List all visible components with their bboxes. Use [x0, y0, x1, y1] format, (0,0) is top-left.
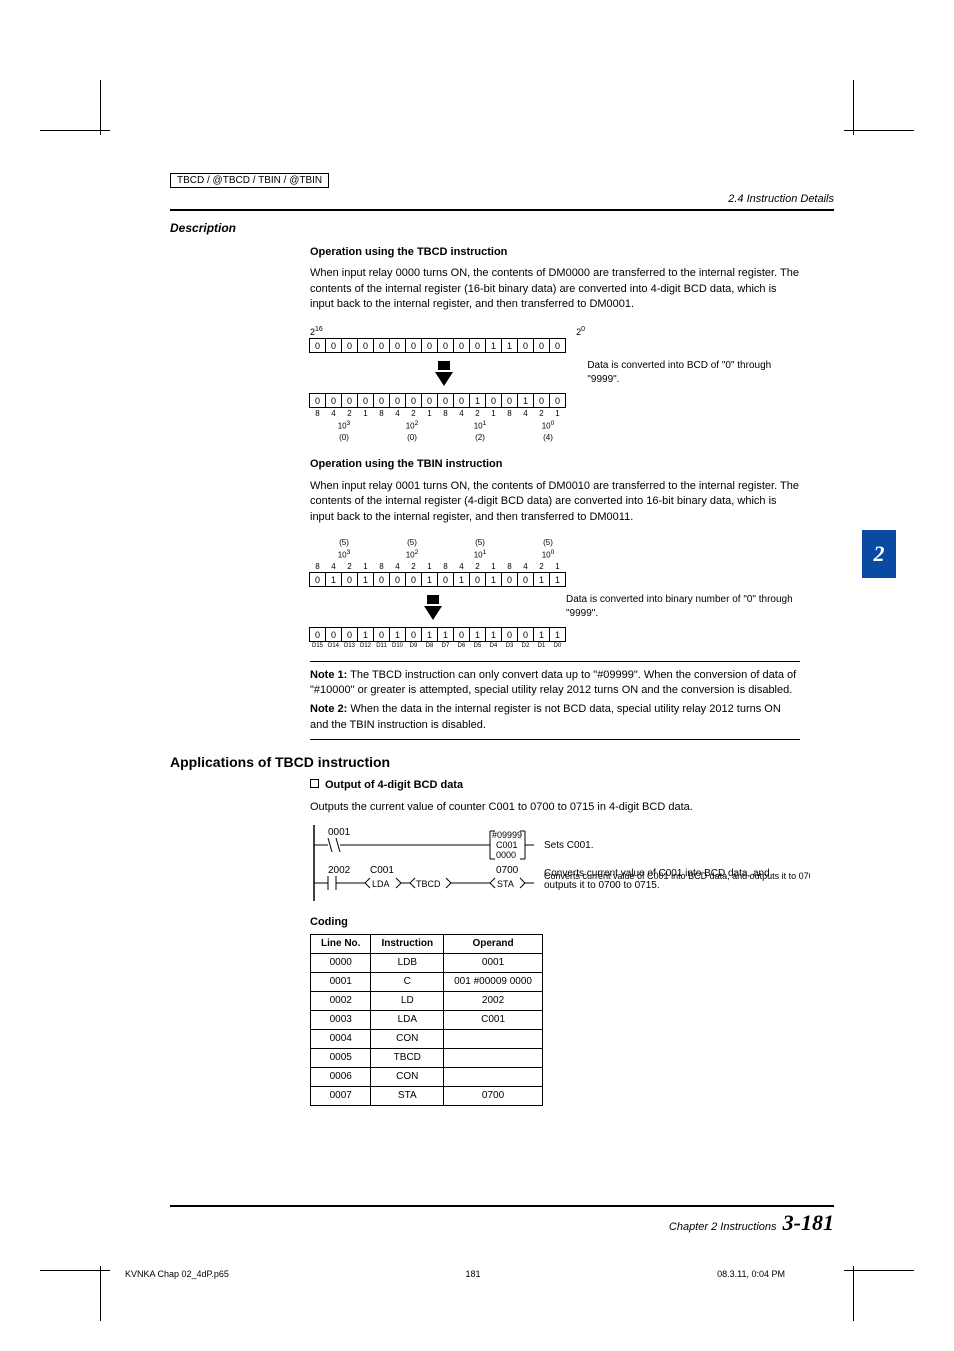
apps-text: Outputs the current value of counter C00… — [310, 800, 800, 815]
print-info: KVNKA Chap 02_4dP.p65 181 08.3.11, 0:04 … — [125, 1269, 845, 1279]
apps-subhead: Output of 4-digit BCD data — [325, 779, 463, 791]
svg-text:STA: STA — [497, 879, 514, 889]
svg-text:C001: C001 — [370, 865, 394, 876]
ladder-diagram: 0001 #09999 C001 0000 Sets C001. — [310, 823, 800, 903]
svg-text:Sets C001.: Sets C001. — [544, 840, 593, 851]
svg-text:0001: 0001 — [328, 827, 351, 838]
notes-block: Note 1: The TBCD instruction can only co… — [310, 661, 800, 741]
section-header: 2.4 Instruction Details — [170, 193, 834, 205]
table-row: 0004CON — [311, 1030, 543, 1049]
table-row: 0006CON — [311, 1068, 543, 1087]
instruction-chip: TBCD / @TBCD / TBIN / @TBIN — [170, 173, 329, 188]
svg-text:0700: 0700 — [496, 865, 519, 876]
section-tab: 2 — [862, 530, 896, 578]
svg-text:TBCD: TBCD — [416, 879, 441, 889]
table-row: 0000LDB0001 — [311, 954, 543, 973]
applications-heading: Applications of TBCD instruction — [170, 754, 834, 770]
table-row: 0005TBCD — [311, 1049, 543, 1068]
tbin-diagram: (5)(5)(5)(5) 103102101100 84218421842184… — [310, 537, 800, 651]
coding-table: Line No.InstructionOperand 0000LDB000100… — [310, 934, 543, 1106]
footer-page: 3-181 — [783, 1210, 834, 1235]
tbcd-diagram: 216 20 0000000000011000 Data is converte… — [310, 325, 800, 444]
header-divider — [170, 209, 834, 211]
svg-text:0000: 0000 — [496, 850, 516, 860]
coding-label: Coding — [310, 915, 800, 930]
op2-text: When input relay 0001 turns ON, the cont… — [310, 479, 800, 525]
svg-text:2002: 2002 — [328, 865, 351, 876]
table-row: 0007STA0700 — [311, 1087, 543, 1106]
svg-text:#09999: #09999 — [492, 830, 522, 840]
table-row: 0003LDAC001 — [311, 1011, 543, 1030]
op2-heading: Operation using the TBIN instruction — [310, 457, 800, 472]
svg-text:LDA: LDA — [372, 879, 390, 889]
op1-heading: Operation using the TBCD instruction — [310, 245, 800, 260]
svg-text:C001: C001 — [496, 840, 518, 850]
footer-chapter: Chapter 2 Instructions — [669, 1221, 777, 1233]
table-row: 0001C001 #00009 0000 — [311, 973, 543, 992]
table-row: 0002LD2002 — [311, 992, 543, 1011]
description-label: Description — [170, 221, 834, 235]
op1-text: When input relay 0000 turns ON, the cont… — [310, 266, 800, 312]
